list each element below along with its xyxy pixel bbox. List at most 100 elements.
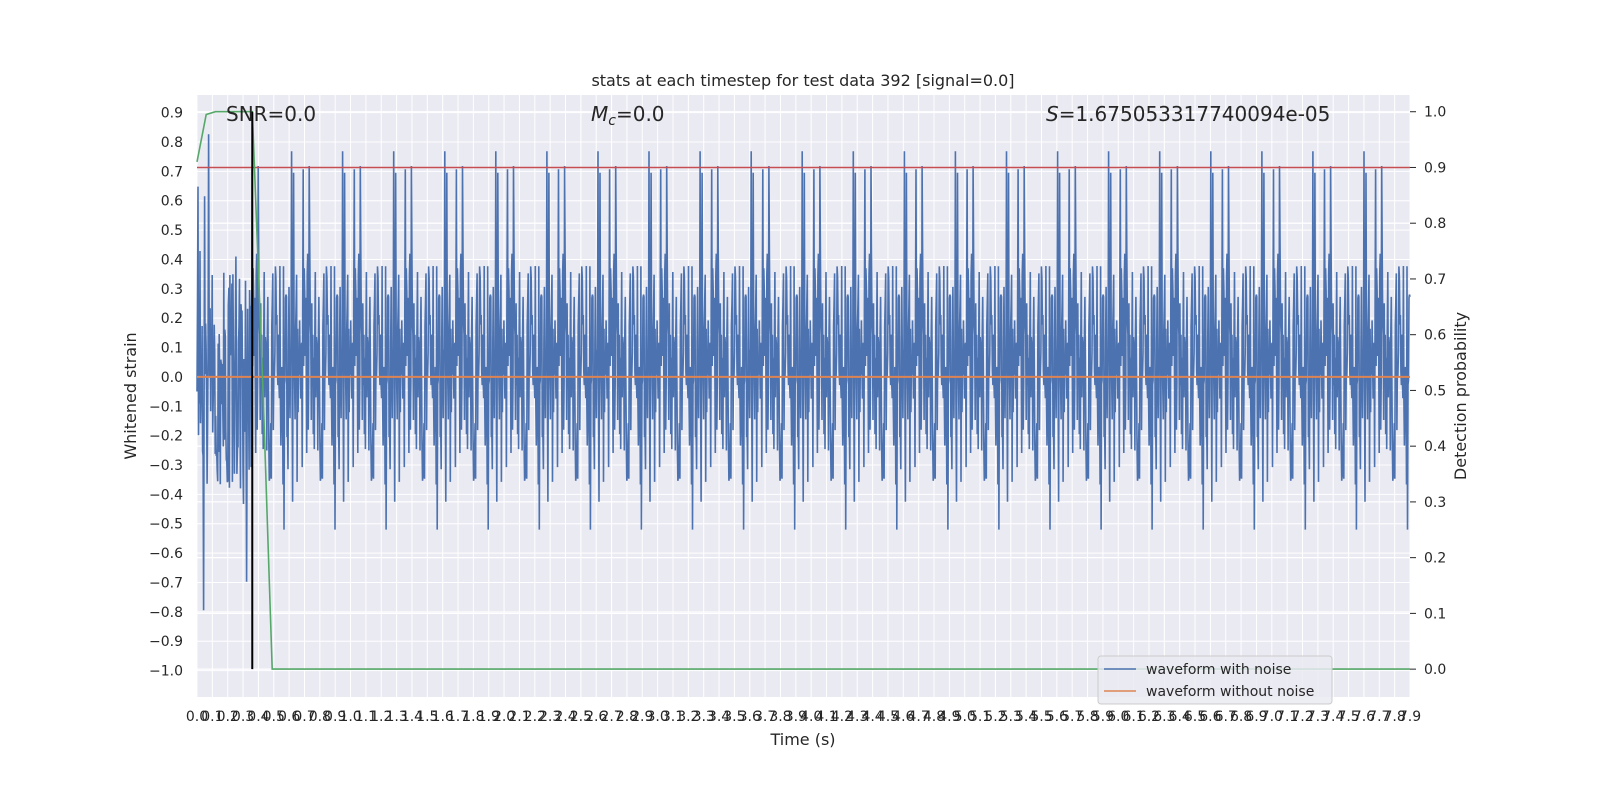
x-tick-label: 5.5 bbox=[1030, 709, 1052, 725]
x-tick-label: 1.6 bbox=[432, 709, 454, 725]
x-tick-label: 4.1 bbox=[815, 709, 837, 725]
x-tick-label: 7.2 bbox=[1291, 709, 1313, 725]
legend-label-clean: waveform without noise bbox=[1146, 684, 1314, 700]
y-tick-label-left: 0.1 bbox=[161, 341, 183, 357]
x-tick-label: 6.4 bbox=[1169, 709, 1191, 725]
x-tick-label: 0.2 bbox=[217, 709, 239, 725]
x-tick-label: 4.7 bbox=[908, 709, 930, 725]
x-tick-label: 1.7 bbox=[447, 709, 469, 725]
x-tick-label: 5.1 bbox=[969, 709, 991, 725]
y-tick-label-left: 0.5 bbox=[161, 223, 183, 239]
x-tick-label: 4.8 bbox=[923, 709, 945, 725]
x-tick-label: 1.3 bbox=[385, 709, 407, 725]
x-tick-label: 2.2 bbox=[524, 709, 546, 725]
x-tick-label: 7.6 bbox=[1353, 709, 1375, 725]
x-tick-label: 0.4 bbox=[247, 709, 269, 725]
x-tick-label: 3.3 bbox=[693, 709, 715, 725]
x-tick-label: 7.0 bbox=[1261, 709, 1283, 725]
x-tick-label: 3.0 bbox=[647, 709, 669, 725]
legend-label-noise: waveform with noise bbox=[1146, 662, 1291, 678]
s-value: =1.675053317740094e-05 bbox=[1059, 102, 1331, 126]
x-ticks: 0.00.10.20.30.40.50.60.70.80.91.01.11.21… bbox=[186, 709, 1421, 725]
x-tick-label: 3.5 bbox=[723, 709, 745, 725]
y-tick-label-left: −0.6 bbox=[149, 546, 183, 562]
x-tick-label: 2.1 bbox=[508, 709, 530, 725]
x-tick-label: 5.0 bbox=[954, 709, 976, 725]
y-tick-label-left: −0.1 bbox=[149, 399, 183, 415]
x-tick-label: 4.9 bbox=[938, 709, 960, 725]
x-tick-label: 1.9 bbox=[478, 709, 500, 725]
noise-waveform-trace bbox=[196, 134, 1411, 611]
y-tick-label-right: 0.7 bbox=[1424, 272, 1446, 288]
legend-box bbox=[1097, 655, 1333, 705]
y-tick-label-left: −0.5 bbox=[149, 517, 183, 533]
x-tick-label: 4.2 bbox=[831, 709, 853, 725]
x-tick-label: 4.0 bbox=[800, 709, 822, 725]
x-tick-label: 5.3 bbox=[1000, 709, 1022, 725]
x-tick-label: 1.1 bbox=[355, 709, 377, 725]
x-tick-label: 2.4 bbox=[554, 709, 576, 725]
y-tick-label-right: 1.0 bbox=[1424, 105, 1446, 121]
x-tick-label: 6.8 bbox=[1230, 709, 1252, 725]
x-axis-label: Time (s) bbox=[769, 730, 835, 749]
x-tick-label: 2.3 bbox=[539, 709, 561, 725]
x-tick-label: 2.5 bbox=[570, 709, 592, 725]
x-tick-label: 0.1 bbox=[201, 709, 223, 725]
x-tick-label: 2.6 bbox=[585, 709, 607, 725]
x-tick-label: 6.6 bbox=[1199, 709, 1221, 725]
x-tick-label: 6.5 bbox=[1184, 709, 1206, 725]
x-tick-label: 6.0 bbox=[1107, 709, 1129, 725]
x-tick-label: 4.3 bbox=[846, 709, 868, 725]
x-tick-label: 1.4 bbox=[401, 709, 423, 725]
x-tick-label: 6.3 bbox=[1153, 709, 1175, 725]
y-tick-label-left: 0.9 bbox=[161, 106, 183, 122]
x-tick-label: 7.4 bbox=[1322, 709, 1344, 725]
y-tick-label-left: 0.2 bbox=[161, 311, 183, 327]
y-tick-label-right: 0.4 bbox=[1424, 439, 1446, 455]
chart-title: stats at each timestep for test data 392… bbox=[591, 71, 1014, 90]
y-tick-label-right: 0.2 bbox=[1424, 551, 1446, 567]
x-tick-label: 5.4 bbox=[1015, 709, 1037, 725]
y-tick-label-left: −0.2 bbox=[149, 429, 183, 445]
x-tick-label: 1.5 bbox=[416, 709, 438, 725]
mc-symbol: M bbox=[591, 102, 608, 126]
y-tick-label-left: 0.8 bbox=[161, 135, 183, 151]
x-tick-label: 1.2 bbox=[370, 709, 392, 725]
y-tick-label-right: 0.5 bbox=[1424, 383, 1446, 399]
y-tick-label-left: −1.0 bbox=[149, 664, 183, 680]
x-tick-label: 3.7 bbox=[754, 709, 776, 725]
x-tick-label: 5.6 bbox=[1046, 709, 1068, 725]
x-tick-label: 0.6 bbox=[278, 709, 300, 725]
y-tick-label-right: 0.9 bbox=[1424, 160, 1446, 176]
x-tick-label: 4.5 bbox=[877, 709, 899, 725]
legend: waveform with noise waveform without noi… bbox=[1097, 655, 1333, 705]
x-tick-label: 2.9 bbox=[631, 709, 653, 725]
x-tick-label: 0.5 bbox=[263, 709, 285, 725]
x-tick-label: 2.7 bbox=[600, 709, 622, 725]
x-tick-label: 0.0 bbox=[186, 709, 208, 725]
x-tick-label: 3.8 bbox=[769, 709, 791, 725]
x-tick-label: 3.1 bbox=[662, 709, 684, 725]
chirp-mass-annotation: Mc=0.0 bbox=[591, 102, 665, 129]
x-tick-label: 0.7 bbox=[293, 709, 315, 725]
y-tick-label-left: −0.3 bbox=[149, 458, 183, 474]
y-tick-label-left: 0.3 bbox=[161, 282, 183, 298]
x-tick-label: 6.2 bbox=[1138, 709, 1160, 725]
y-ticks-left: 0.9 0.8 0.7 0.6 0.5 0.4 0.3 0.2 0.1 0.0 −0.1 −0.2 −0… bbox=[149, 106, 183, 680]
x-tick-label: 0.8 bbox=[309, 709, 331, 725]
x-tick-label: 5.8 bbox=[1076, 709, 1098, 725]
y-tick-label-left: 0.4 bbox=[161, 252, 183, 268]
x-tick-label: 7.5 bbox=[1337, 709, 1359, 725]
x-tick-label: 7.7 bbox=[1368, 709, 1390, 725]
y-tick-label-right: 0.6 bbox=[1424, 328, 1446, 344]
x-tick-label: 3.2 bbox=[677, 709, 699, 725]
x-tick-label: 2.0 bbox=[493, 709, 515, 725]
x-tick-label: 1.0 bbox=[339, 709, 361, 725]
y-tick-label-right: 0.3 bbox=[1424, 495, 1446, 511]
x-tick-label: 7.8 bbox=[1384, 709, 1406, 725]
x-tick-label: 3.4 bbox=[708, 709, 730, 725]
x-tick-label: 6.1 bbox=[1122, 709, 1144, 725]
detection-probability-line bbox=[196, 110, 1410, 670]
y-tick-label-left: −0.8 bbox=[149, 605, 183, 621]
y-tick-label-left: 0.0 bbox=[161, 370, 183, 386]
